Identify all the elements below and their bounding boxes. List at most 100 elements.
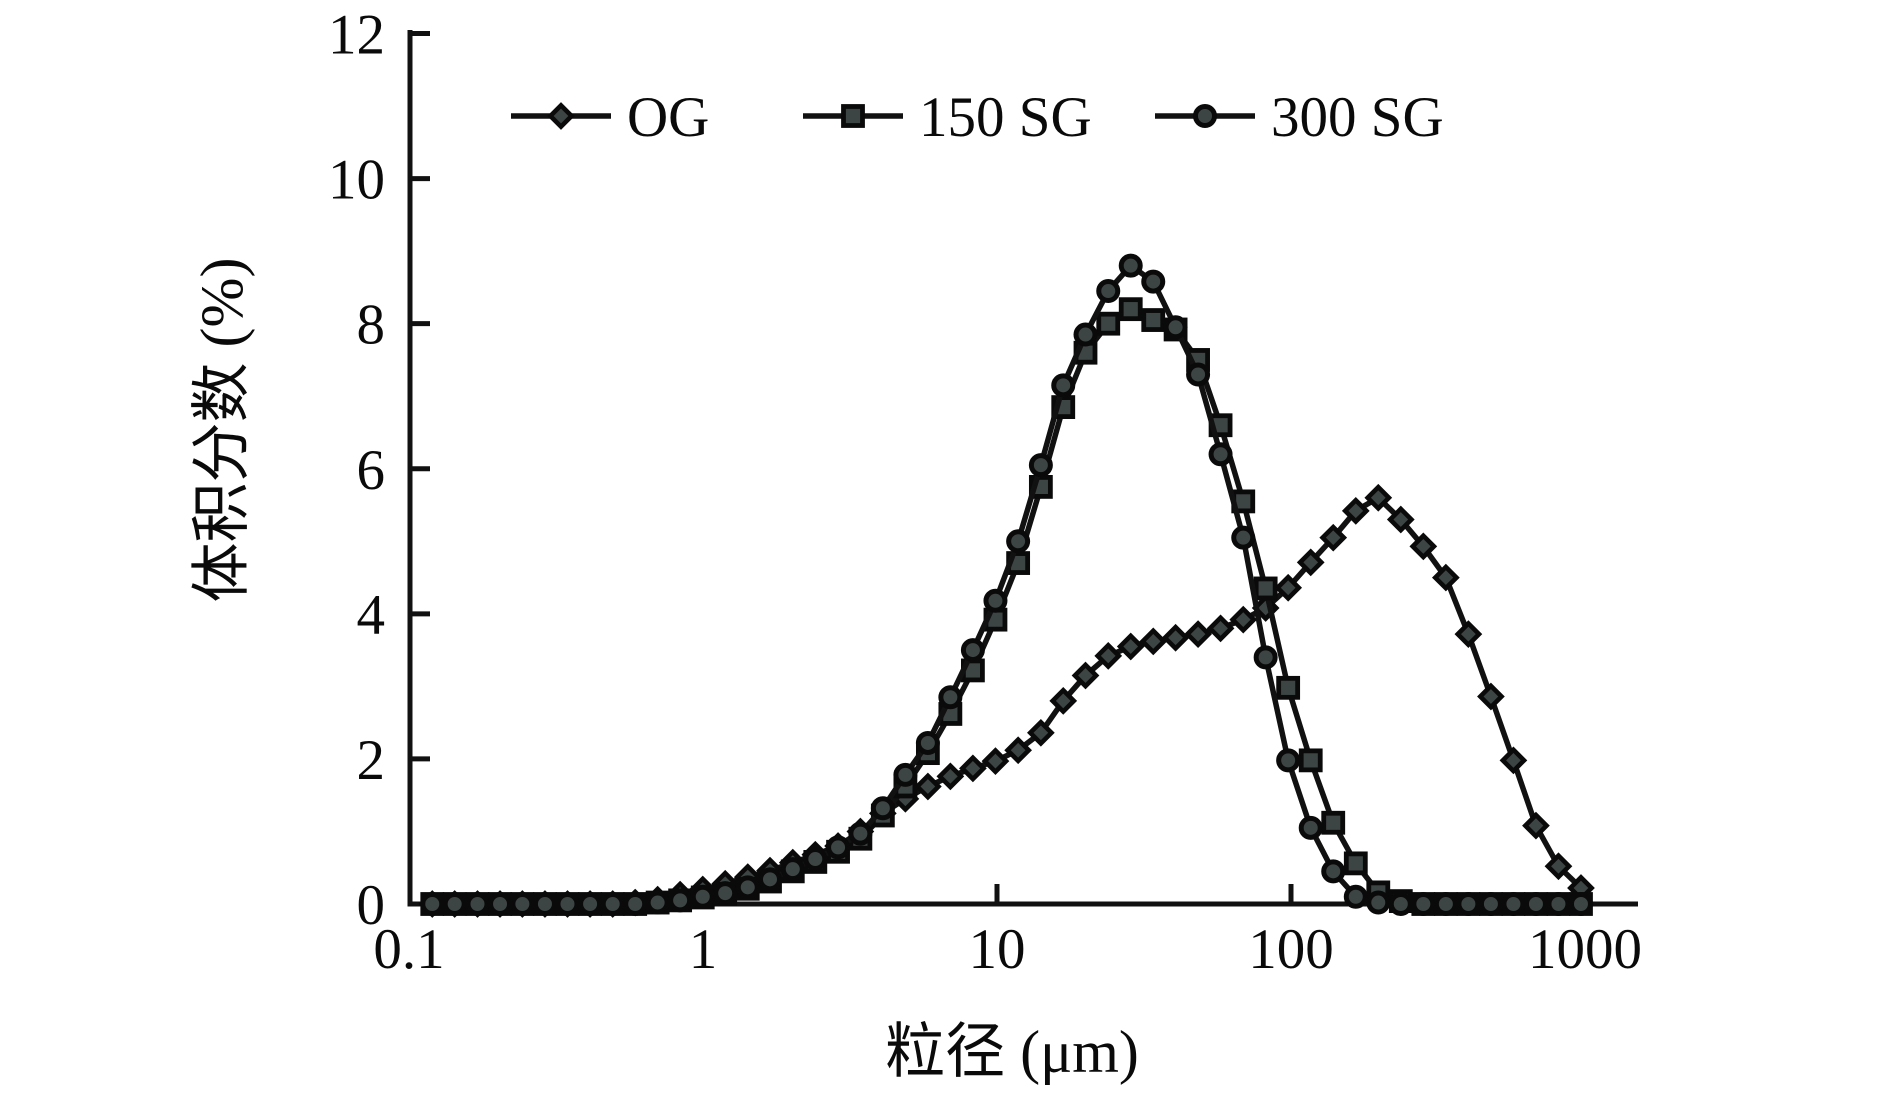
300-sg-marker <box>510 892 535 916</box>
y-tick-label: 2 <box>357 729 386 792</box>
150-sg-marker <box>1141 308 1166 332</box>
og-marker <box>1049 687 1078 715</box>
150-sg-marker <box>1321 810 1346 835</box>
300-sg-marker <box>735 875 760 900</box>
300-sg-marker <box>465 892 490 916</box>
300-sg-marker <box>1388 892 1413 916</box>
y-tick-label: 10 <box>328 149 385 212</box>
300-sg-marker <box>757 867 782 892</box>
300-sg-marker <box>1321 859 1346 884</box>
og-marker <box>1274 573 1303 602</box>
og-marker <box>1229 605 1258 634</box>
og-marker <box>1184 620 1212 649</box>
legend-label: 150 SG <box>919 86 1092 149</box>
og-marker <box>959 754 987 783</box>
300-sg-marker <box>870 796 895 821</box>
legend-label: 300 SG <box>1271 86 1444 149</box>
300-sg-marker <box>1276 748 1301 773</box>
300-sg-marker <box>1096 279 1121 304</box>
300-sg-marker <box>826 835 851 860</box>
legend-label: OG <box>627 86 709 149</box>
300-sg-marker <box>713 881 738 906</box>
300-sg-marker <box>1501 892 1526 916</box>
series-150-sg <box>420 297 1593 916</box>
og-marker <box>1094 642 1123 670</box>
x-tick-label: 1000 <box>1528 918 1642 981</box>
300-sg-marker <box>442 892 467 916</box>
x-tick-label: 0.1 <box>373 918 444 981</box>
300-sg-marker <box>1163 315 1188 340</box>
300-sg-marker <box>532 892 557 916</box>
300-sg-marker <box>1118 253 1143 278</box>
300-sg-marker <box>1028 453 1053 478</box>
300-sg-marker <box>645 890 670 915</box>
300-sg-marker <box>915 730 940 755</box>
300-sg-marker <box>1231 525 1256 550</box>
y-axis-title: 体积分数 (%) <box>189 258 255 603</box>
300-sg-marker <box>1456 892 1481 916</box>
og-marker <box>1161 623 1190 652</box>
og-marker <box>1319 523 1348 552</box>
300-sg-marker <box>1051 373 1076 398</box>
og-marker <box>1139 627 1168 656</box>
og-marker <box>1341 496 1370 525</box>
300-sg-marker <box>1568 892 1593 916</box>
300-sg-marker <box>1073 322 1098 347</box>
legend-square-icon <box>841 104 865 128</box>
300-sg-marker <box>1253 645 1278 670</box>
series-300-sg <box>420 253 1593 916</box>
y-tick-label: 0 <box>357 874 386 937</box>
300-sg-marker <box>780 857 805 882</box>
300-sg-marker <box>1546 892 1571 916</box>
y-tick-label: 12 <box>328 4 385 67</box>
og-marker <box>1544 852 1573 881</box>
150-sg-marker <box>1096 311 1121 336</box>
series-line-150-sg <box>432 306 1581 907</box>
150-sg-marker <box>1276 675 1301 700</box>
og-marker <box>1296 548 1325 577</box>
300-sg-marker <box>1006 529 1031 554</box>
legend-circle-icon <box>1193 104 1217 128</box>
300-sg-marker <box>623 892 648 916</box>
300-sg-marker <box>1478 892 1503 916</box>
300-sg-marker <box>983 588 1008 613</box>
x-tick-label: 100 <box>1248 918 1334 981</box>
300-sg-marker <box>1141 269 1166 294</box>
300-sg-marker <box>488 892 513 916</box>
legend-diamond-icon <box>547 102 575 130</box>
axes: 0 2 4 6 8 10 12 0.1 1 10 100 1000 <box>328 4 1642 981</box>
300-sg-marker <box>668 888 693 913</box>
300-sg-marker <box>1208 442 1233 467</box>
300-sg-marker <box>848 821 873 846</box>
legend-item-150-sg: 150 SG <box>803 86 1092 149</box>
y-tick-label: 6 <box>357 439 386 502</box>
300-sg-marker <box>803 847 828 872</box>
300-sg-marker <box>1433 892 1458 916</box>
og-marker <box>914 772 942 801</box>
og-marker <box>1477 682 1505 711</box>
og-marker <box>1454 620 1483 649</box>
300-sg-marker <box>938 685 963 710</box>
y-tick-label: 4 <box>357 584 386 647</box>
y-tick-label: 8 <box>357 294 386 357</box>
og-marker <box>1116 632 1145 661</box>
150-sg-marker <box>1118 297 1143 322</box>
300-sg-marker <box>1411 892 1436 916</box>
legend-item-og: OG <box>511 86 709 149</box>
300-sg-marker <box>1366 890 1391 915</box>
og-marker <box>1386 505 1415 534</box>
300-sg-marker <box>960 638 985 663</box>
legend-item-300-sg: 300 SG <box>1155 86 1444 149</box>
og-marker <box>1499 746 1528 775</box>
300-sg-marker <box>1343 884 1368 909</box>
300-sg-marker <box>555 892 580 916</box>
og-marker <box>1206 614 1235 643</box>
150-sg-marker <box>1298 748 1323 773</box>
og-marker <box>1004 736 1032 765</box>
300-sg-marker <box>1298 815 1323 840</box>
300-sg-marker <box>893 762 918 787</box>
og-marker <box>1409 532 1438 561</box>
og-marker <box>936 762 965 791</box>
